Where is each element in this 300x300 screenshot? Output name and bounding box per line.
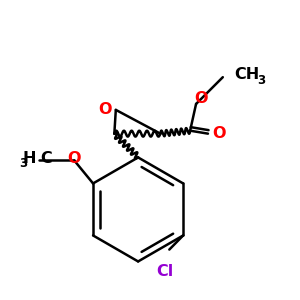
Text: Cl: Cl [156,264,173,279]
Text: 3: 3 [257,74,265,87]
Text: O: O [68,152,81,166]
Text: O: O [212,126,226,141]
Text: 3: 3 [19,158,27,170]
Text: C: C [40,152,52,166]
Text: O: O [99,102,112,117]
Text: CH: CH [235,67,260,82]
Text: O: O [194,91,207,106]
Text: H: H [22,152,36,166]
